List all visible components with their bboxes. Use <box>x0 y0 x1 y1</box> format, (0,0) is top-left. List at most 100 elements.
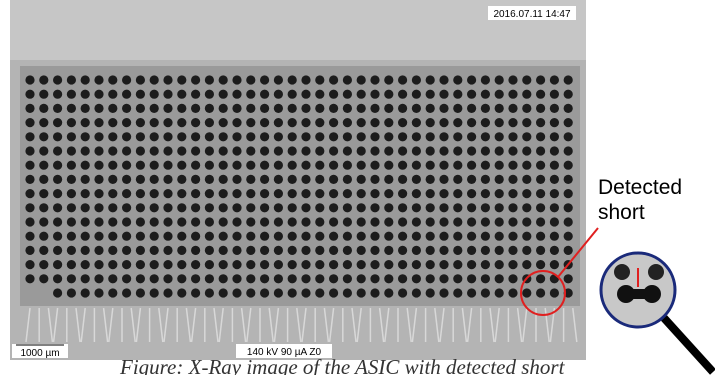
solder-ball <box>288 217 297 226</box>
solder-ball <box>564 246 573 255</box>
solder-ball <box>467 232 476 241</box>
solder-ball <box>439 146 448 155</box>
solder-ball <box>288 118 297 127</box>
solder-ball <box>315 246 324 255</box>
solder-ball <box>25 90 34 99</box>
solder-ball <box>467 189 476 198</box>
solder-ball <box>150 246 159 255</box>
solder-ball <box>67 175 76 184</box>
solder-ball <box>288 146 297 155</box>
solder-ball <box>453 189 462 198</box>
solder-ball <box>412 175 421 184</box>
solder-ball <box>343 260 352 269</box>
solder-ball <box>315 161 324 170</box>
solder-ball <box>81 203 90 212</box>
solder-ball <box>260 104 269 113</box>
solder-ball <box>453 246 462 255</box>
solder-ball <box>481 246 490 255</box>
solder-ball <box>108 232 117 241</box>
solder-ball <box>25 118 34 127</box>
solder-ball <box>315 90 324 99</box>
solder-ball <box>343 274 352 283</box>
solder-ball <box>274 288 283 297</box>
solder-ball <box>288 260 297 269</box>
solder-ball <box>343 232 352 241</box>
magnified-ball <box>614 264 630 280</box>
solder-ball <box>536 260 545 269</box>
solder-ball <box>522 118 531 127</box>
solder-ball <box>108 288 117 297</box>
solder-ball <box>25 246 34 255</box>
solder-ball <box>508 274 517 283</box>
solder-ball <box>94 161 103 170</box>
solder-ball <box>122 132 131 141</box>
solder-ball <box>315 232 324 241</box>
solder-ball <box>191 246 200 255</box>
solder-ball <box>357 75 366 84</box>
solder-ball <box>357 260 366 269</box>
solder-ball <box>191 161 200 170</box>
solder-ball <box>136 175 145 184</box>
solder-ball <box>122 175 131 184</box>
solder-ball <box>25 274 34 283</box>
solder-ball <box>495 246 504 255</box>
solder-ball <box>343 203 352 212</box>
solder-ball <box>384 203 393 212</box>
solder-ball <box>439 217 448 226</box>
solder-ball <box>550 175 559 184</box>
solder-ball <box>163 217 172 226</box>
solder-ball <box>163 104 172 113</box>
solder-ball <box>439 288 448 297</box>
solder-ball <box>150 175 159 184</box>
solder-ball <box>232 274 241 283</box>
solder-ball <box>481 175 490 184</box>
solder-ball <box>53 175 62 184</box>
solder-ball <box>467 246 476 255</box>
solder-ball <box>467 274 476 283</box>
solder-ball <box>288 75 297 84</box>
solder-ball <box>219 260 228 269</box>
solder-ball <box>343 246 352 255</box>
solder-ball <box>564 75 573 84</box>
solder-ball <box>315 274 324 283</box>
solder-ball <box>508 260 517 269</box>
solder-ball <box>94 75 103 84</box>
solder-ball <box>81 161 90 170</box>
solder-ball <box>301 132 310 141</box>
solder-ball <box>564 90 573 99</box>
solder-ball <box>412 132 421 141</box>
solder-ball <box>122 75 131 84</box>
solder-ball <box>398 288 407 297</box>
solder-ball <box>150 75 159 84</box>
solder-ball <box>426 90 435 99</box>
solder-ball <box>343 217 352 226</box>
solder-ball <box>191 118 200 127</box>
solder-ball <box>453 203 462 212</box>
solder-ball <box>205 232 214 241</box>
solder-ball <box>163 118 172 127</box>
solder-ball <box>564 146 573 155</box>
solder-ball <box>150 90 159 99</box>
solder-ball <box>67 232 76 241</box>
solder-ball <box>150 203 159 212</box>
solder-ball <box>53 288 62 297</box>
solder-ball <box>439 260 448 269</box>
solder-ball <box>94 246 103 255</box>
solder-ball <box>412 161 421 170</box>
solder-ball <box>205 203 214 212</box>
solder-ball <box>412 260 421 269</box>
solder-ball <box>136 161 145 170</box>
solder-ball <box>163 246 172 255</box>
solder-ball <box>108 189 117 198</box>
solder-ball <box>163 161 172 170</box>
solder-ball <box>536 146 545 155</box>
solder-ball <box>260 217 269 226</box>
solder-ball <box>370 274 379 283</box>
solder-ball <box>67 246 76 255</box>
solder-ball <box>370 161 379 170</box>
solder-ball <box>108 203 117 212</box>
solder-ball <box>39 232 48 241</box>
solder-ball <box>67 90 76 99</box>
solder-ball <box>219 189 228 198</box>
solder-ball <box>274 217 283 226</box>
